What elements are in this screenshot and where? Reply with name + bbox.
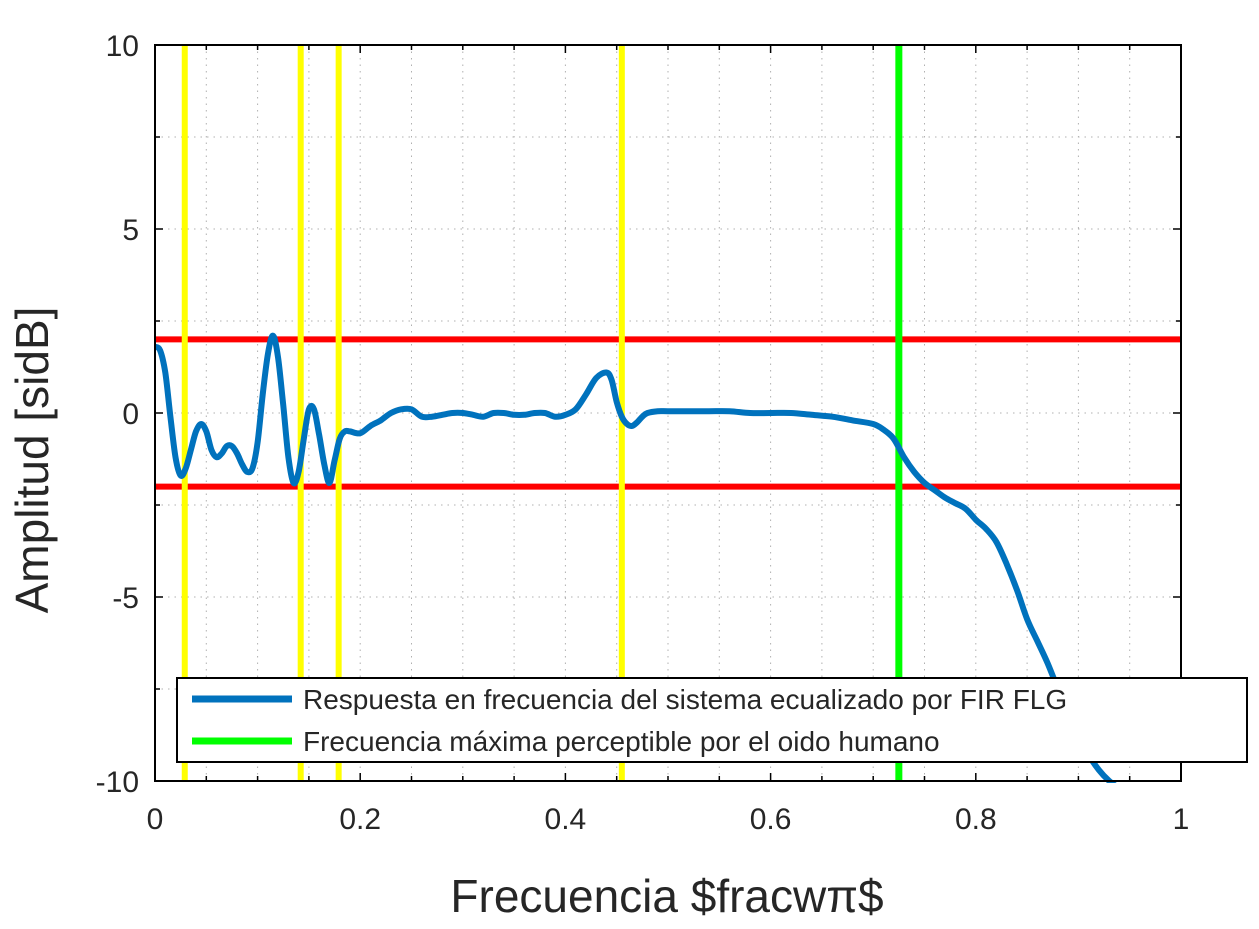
ticks: 0 0.2 0.4 0.6 0.8 1 10 5 0 -5 -10 [96, 30, 1190, 836]
y-tick-label: -5 [112, 582, 139, 615]
x-tick-label: 0.6 [750, 803, 792, 836]
response-curve [155, 332, 1117, 783]
x-tick-label: 0 [147, 803, 164, 836]
legend-box [176, 677, 1248, 763]
y-tick-label: 5 [122, 214, 139, 247]
legend-label-response: Respuesta en frecuencia del sistema ecua… [303, 684, 1067, 715]
x-tick-label: 0.4 [545, 803, 587, 836]
x-tick-label: 0.8 [955, 803, 997, 836]
x-tick-label: 0.2 [339, 803, 381, 836]
y-tick-label: 0 [122, 398, 139, 431]
y-tick-label: -10 [96, 766, 139, 799]
y-tick-label: 10 [106, 30, 139, 63]
x-tick-label: 1 [1173, 803, 1190, 836]
x-axis-label: Frecuencia $fracwπ$ [450, 870, 883, 922]
y-axis-label: Amplitud [sidB] [6, 307, 58, 614]
legend: Respuesta en frecuencia del sistema ecua… [176, 677, 1248, 763]
series-layer [155, 45, 1181, 783]
legend-label-max-frequency: Frecuencia máxima perceptible por el oid… [303, 726, 940, 757]
